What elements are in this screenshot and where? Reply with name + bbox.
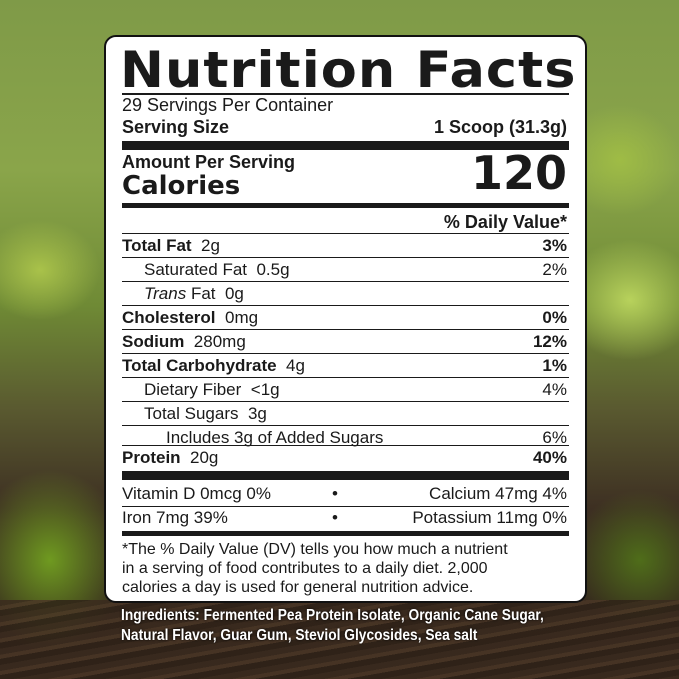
nutrient-daily-value: 0% xyxy=(542,308,567,327)
nutrient-row: Total Sugars 3g xyxy=(122,402,567,426)
divider xyxy=(122,233,569,234)
nutrition-facts-label: Nutrition Facts 29 Servings Per Containe… xyxy=(104,35,587,603)
divider xyxy=(122,401,569,402)
vitamin-row: Iron 7mg 39% • Potassium 11mg 0% xyxy=(122,506,567,530)
amount-per-serving: Amount Per Serving xyxy=(122,152,296,172)
nutrient-name: Protein 20g xyxy=(122,448,219,467)
nutrient-row: Saturated Fat 0.5g 2% xyxy=(122,258,567,282)
divider xyxy=(122,93,569,95)
nutrient-amount: 0mg xyxy=(224,308,259,327)
serving-size-value: 1 Scoop (31.3g) xyxy=(433,117,567,137)
vitamin-row: Vitamin D 0mcg 0% • Calcium 47mg 4% xyxy=(122,482,567,506)
iron: Iron 7mg 39% xyxy=(122,508,228,527)
nutrient-row: Dietary Fiber <1g 4% xyxy=(122,378,567,402)
nutrient-daily-value: 6% xyxy=(542,428,567,447)
nutrient-row: Cholesterol 0mg 0% xyxy=(122,306,567,330)
wood-background xyxy=(0,600,679,679)
divider xyxy=(122,425,569,426)
footnote-line: in a serving of food contributes to a da… xyxy=(122,560,488,577)
nutrient-row: Trans Fat 0g xyxy=(122,282,567,306)
nutrient-daily-value: 2% xyxy=(542,260,567,279)
nutrient-name: Cholesterol 0mg xyxy=(122,308,259,327)
servings-per-container: 29 Servings Per Container xyxy=(122,95,334,115)
ingredients: Ingredients: Fermented Pea Protein Isola… xyxy=(121,606,585,646)
nutrient-row: Includes 3g of Added Sugars 6% xyxy=(122,426,567,450)
nutrient-name: Saturated Fat 0.5g xyxy=(144,260,290,279)
serving-size-label: Serving Size xyxy=(122,117,230,137)
nutrient-daily-value: 40% xyxy=(532,448,567,467)
divider xyxy=(122,257,569,258)
footnote-line: *The % Daily Value (DV) tells you how mu… xyxy=(122,541,508,558)
bullet: • xyxy=(332,508,338,527)
vitamin-d: Vitamin D 0mcg 0% xyxy=(122,484,271,503)
divider xyxy=(122,445,569,446)
bullet: • xyxy=(332,484,338,503)
nutrient-name: Total Fat 2g xyxy=(122,236,220,255)
daily-value-header: % Daily Value* xyxy=(443,212,567,232)
nutrient-daily-value: 1% xyxy=(542,356,567,375)
nutrient-row: Protein 20g 40% xyxy=(122,446,567,470)
nutrient-amount: 0.5g xyxy=(256,260,290,279)
label-title: Nutrition Facts xyxy=(120,41,577,99)
divider xyxy=(122,305,569,306)
nutrient-amount: 280mg xyxy=(193,332,246,351)
nutrient-name: Total Sugars 3g xyxy=(144,404,267,423)
divider xyxy=(122,329,569,330)
calcium: Calcium 47mg 4% xyxy=(429,484,567,503)
nutrient-amount: 20g xyxy=(190,448,219,467)
nutrient-amount: 4g xyxy=(286,356,305,375)
medium-divider xyxy=(122,531,569,536)
potassium: Potassium 11mg 0% xyxy=(412,508,567,527)
nutrient-amount: 3g xyxy=(247,404,267,423)
divider xyxy=(122,281,569,282)
thick-divider xyxy=(122,471,569,480)
calories-value: 120 xyxy=(470,146,567,200)
nutrient-name: Includes 3g of Added Sugars xyxy=(166,428,384,447)
divider xyxy=(122,353,569,354)
nutrient-row: Total Fat 2g 3% xyxy=(122,234,567,258)
nutrient-name: Trans Fat 0g xyxy=(144,284,244,303)
nutrient-daily-value: 4% xyxy=(542,380,567,399)
nutrient-name: Dietary Fiber <1g xyxy=(144,380,280,399)
footnote: *The % Daily Value (DV) tells you how mu… xyxy=(122,540,508,597)
footnote-line: calories a day is used for general nutri… xyxy=(122,579,474,596)
nutrient-daily-value: 3% xyxy=(542,236,567,255)
nutrient-row: Sodium 280mg 12% xyxy=(122,330,567,354)
ingredients-line: Ingredients: Fermented Pea Protein Isola… xyxy=(121,607,544,624)
nutrient-amount: 2g xyxy=(201,236,220,255)
nutrient-amount: <1g xyxy=(250,380,280,399)
medium-divider xyxy=(122,203,569,208)
nutrient-name: Sodium 280mg xyxy=(122,332,246,351)
nutrient-row: Total Carbohydrate 4g 1% xyxy=(122,354,567,378)
divider xyxy=(122,506,569,507)
nutrient-amount: 0g xyxy=(224,284,244,303)
nutrient-daily-value: 12% xyxy=(532,332,567,351)
thick-divider xyxy=(122,141,569,150)
calories-label: Calories xyxy=(122,171,241,201)
nutrient-name: Total Carbohydrate 4g xyxy=(122,356,305,375)
divider xyxy=(122,377,569,378)
ingredients-line: Natural Flavor, Guar Gum, Steviol Glycos… xyxy=(121,627,478,644)
